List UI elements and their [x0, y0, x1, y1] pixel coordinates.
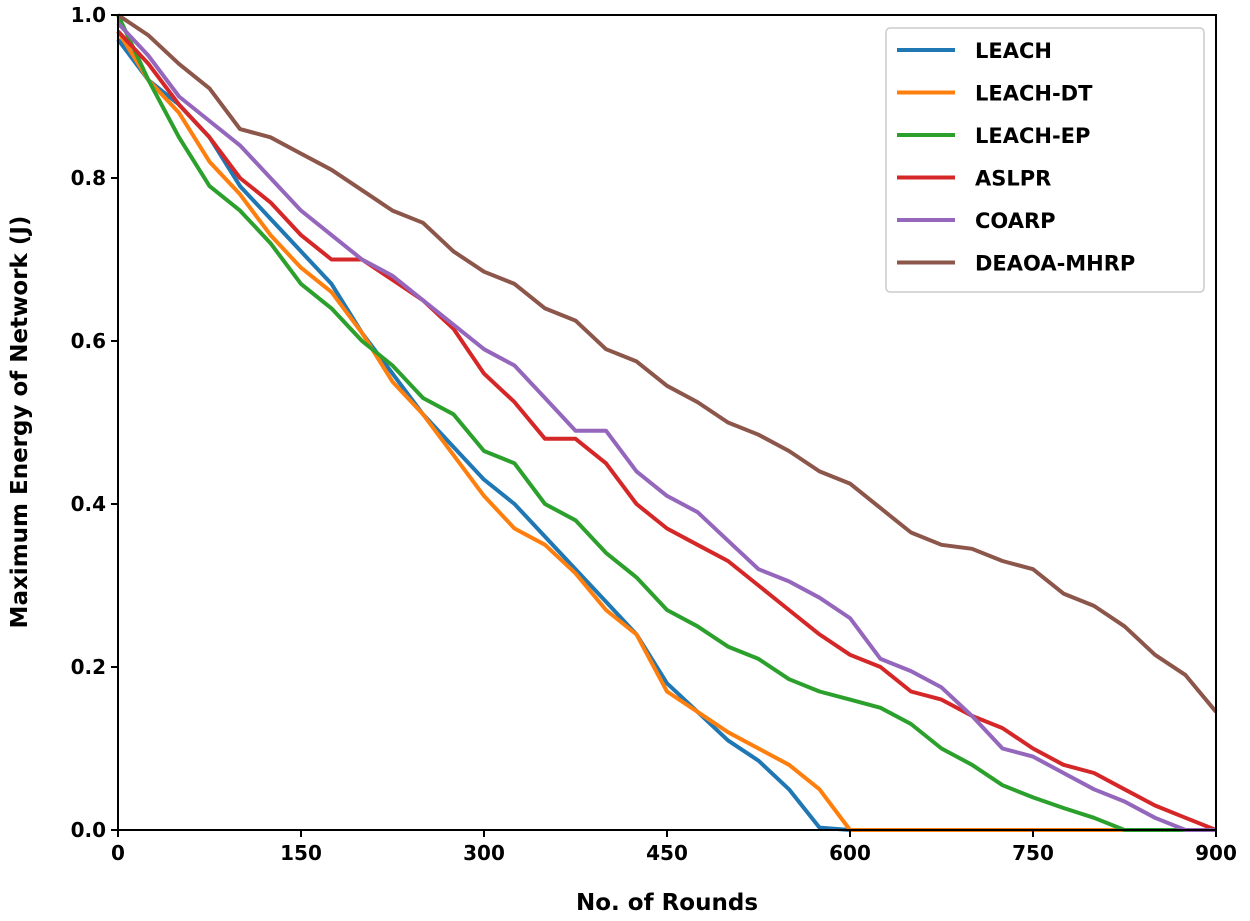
legend-label: COARP [975, 209, 1056, 233]
series-line-deaoa-mhrp [116, 13, 1218, 714]
legend-label: LEACH-DT [975, 82, 1093, 106]
legend-label: ASLPR [975, 167, 1051, 191]
y-tick-label: 0.6 [71, 329, 106, 353]
series-line-coarp [116, 21, 1216, 832]
y-tick-label: 0.4 [71, 492, 106, 516]
y-tick-label: 0.2 [71, 655, 106, 679]
x-tick-label: 300 [463, 841, 505, 865]
legend-box [885, 27, 1205, 293]
y-tick-label: 0.8 [71, 166, 106, 190]
y-axis-ticks: 0.0 0.2 0.4 0.6 0.8 1.0 [71, 3, 118, 842]
series-line-aslpr [116, 29, 1217, 832]
x-tick-label: 900 [1195, 841, 1237, 865]
x-tick-label: 0 [111, 841, 125, 865]
x-tick-label: 150 [280, 841, 322, 865]
x-axis-label: No. of Rounds [576, 890, 758, 916]
x-tick-label: 450 [646, 841, 688, 865]
x-tick-label: 600 [829, 841, 871, 865]
x-axis-ticks: 0 150 300 450 600 750 900 [111, 830, 1237, 865]
y-axis-label: Maximum Energy of Network (J) [7, 216, 33, 629]
legend: LEACH LEACH-DT LEACH-EP ASLPR COARP DEAOA-MHR… [885, 27, 1205, 293]
y-tick-label: 0.0 [71, 818, 106, 842]
legend-label: DEAOA-MHRP [975, 252, 1135, 276]
legend-label: LEACH-EP [975, 124, 1090, 148]
series-line-leach-ep [116, 14, 1216, 832]
x-tick-label: 750 [1012, 841, 1054, 865]
legend-label: LEACH [975, 39, 1052, 63]
y-tick-label: 1.0 [71, 3, 106, 27]
